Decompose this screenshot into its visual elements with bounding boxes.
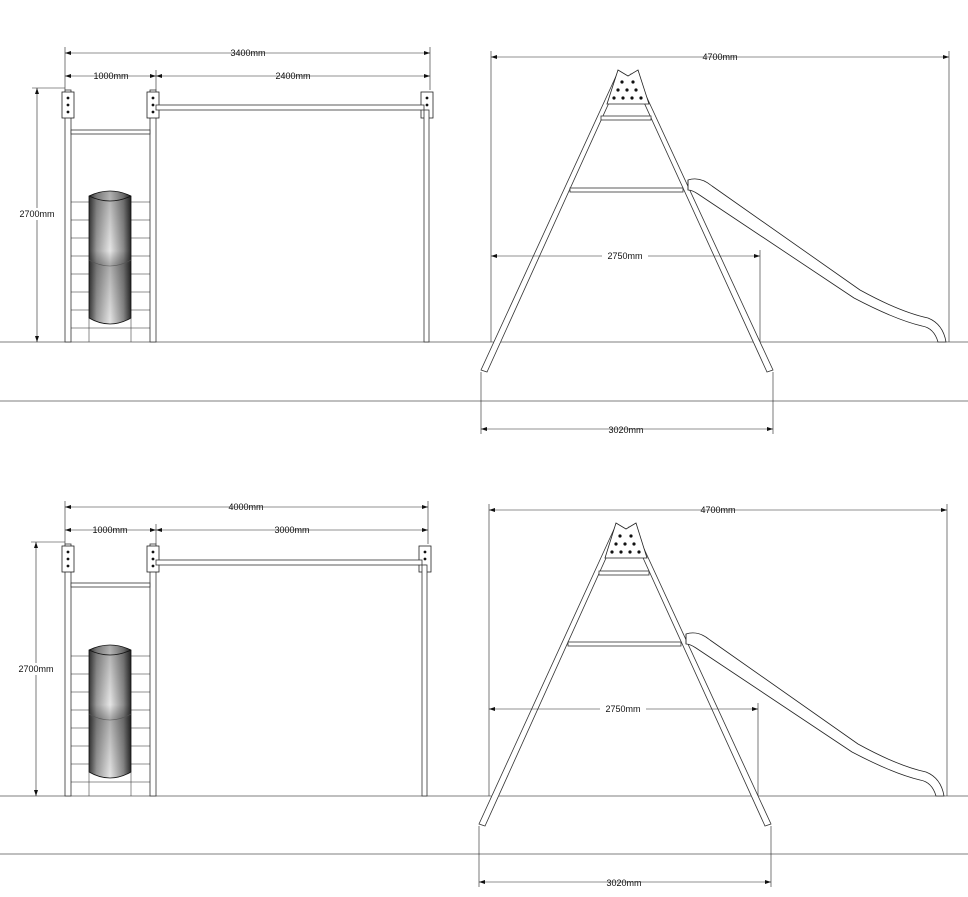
tower-post-left: [64, 89, 72, 343]
dim-label-tower-width: 1000mm: [92, 525, 127, 535]
dimension-total-width: 4000mm: [64, 501, 429, 544]
dimension-side-base-width: 3020mm: [480, 372, 774, 435]
side-crossbar-top: [598, 570, 650, 576]
slide-tube: [88, 644, 132, 796]
dim-label-side-total-width: 4700mm: [702, 52, 737, 62]
bottom-panel: 4000mm 1000mm 3000mm 2700mm: [0, 501, 968, 888]
monkey-bar-beam: [155, 104, 425, 111]
tower-post-right: [149, 543, 157, 797]
tower-crossbar: [70, 582, 151, 588]
dim-label-side-inner-width: 2750mm: [607, 251, 642, 261]
dim-label-bar-width: 3000mm: [274, 525, 309, 535]
dimension-side-base-width: 3020mm: [478, 826, 772, 888]
side-crossbar-mid: [569, 187, 684, 193]
dim-label-total-width: 3400mm: [230, 48, 265, 58]
front-view: 3400mm 1000mm 2400mm 2700mm: [16, 47, 434, 343]
dimension-tower-width: 1000mm: [65, 524, 157, 544]
tower-crossbar: [70, 129, 151, 135]
dimension-side-total-width: 4700mm: [490, 51, 950, 342]
dim-label-total-width: 4000mm: [228, 502, 263, 512]
dim-label-side-inner-width: 2750mm: [605, 704, 640, 714]
dimension-side-inner-width: 2750mm: [489, 703, 759, 796]
dim-label-side-base-width: 3020mm: [608, 425, 643, 435]
dimension-bar-width: 2400mm: [156, 71, 430, 81]
side-view: 4700mm 2750mm 3020mm: [480, 51, 950, 435]
far-post: [423, 109, 430, 343]
dimension-tower-width: 1000mm: [65, 70, 157, 90]
top-panel: 3400mm 1000mm 2400mm 2700mm: [0, 47, 968, 435]
dim-label-side-total-width: 4700mm: [700, 505, 735, 515]
tower-post-right: [149, 89, 157, 343]
dim-label-height: 2700mm: [18, 664, 53, 674]
side-crossbar-top: [600, 115, 652, 121]
slide-tube: [88, 190, 132, 342]
front-view: 4000mm 1000mm 3000mm 2700mm: [15, 501, 432, 797]
dim-label-height: 2700mm: [19, 209, 54, 219]
monkey-bar-beam: [155, 559, 423, 566]
far-post: [421, 564, 428, 797]
tower-post-left: [64, 543, 72, 797]
side-crossbar-mid: [567, 641, 682, 647]
dimension-bar-width: 3000mm: [156, 525, 428, 535]
dimension-side-total-width: 4700mm: [488, 504, 948, 796]
dim-label-side-base-width: 3020mm: [606, 878, 641, 888]
dim-label-tower-width: 1000mm: [93, 71, 128, 81]
dimension-total-width: 3400mm: [64, 47, 431, 90]
dimension-side-inner-width: 2750mm: [491, 250, 761, 342]
dim-label-bar-width: 2400mm: [275, 71, 310, 81]
bolt-holes: [610, 534, 641, 554]
bolt-holes: [612, 80, 643, 100]
side-view: 4700mm 2750mm 3020mm: [478, 504, 948, 888]
dimension-height: 2700mm: [16, 87, 65, 342]
top-plate: [606, 69, 650, 105]
dimension-height: 2700mm: [15, 541, 65, 796]
side-slide: [685, 632, 945, 797]
side-slide: [687, 178, 947, 343]
top-plate: [604, 522, 648, 559]
